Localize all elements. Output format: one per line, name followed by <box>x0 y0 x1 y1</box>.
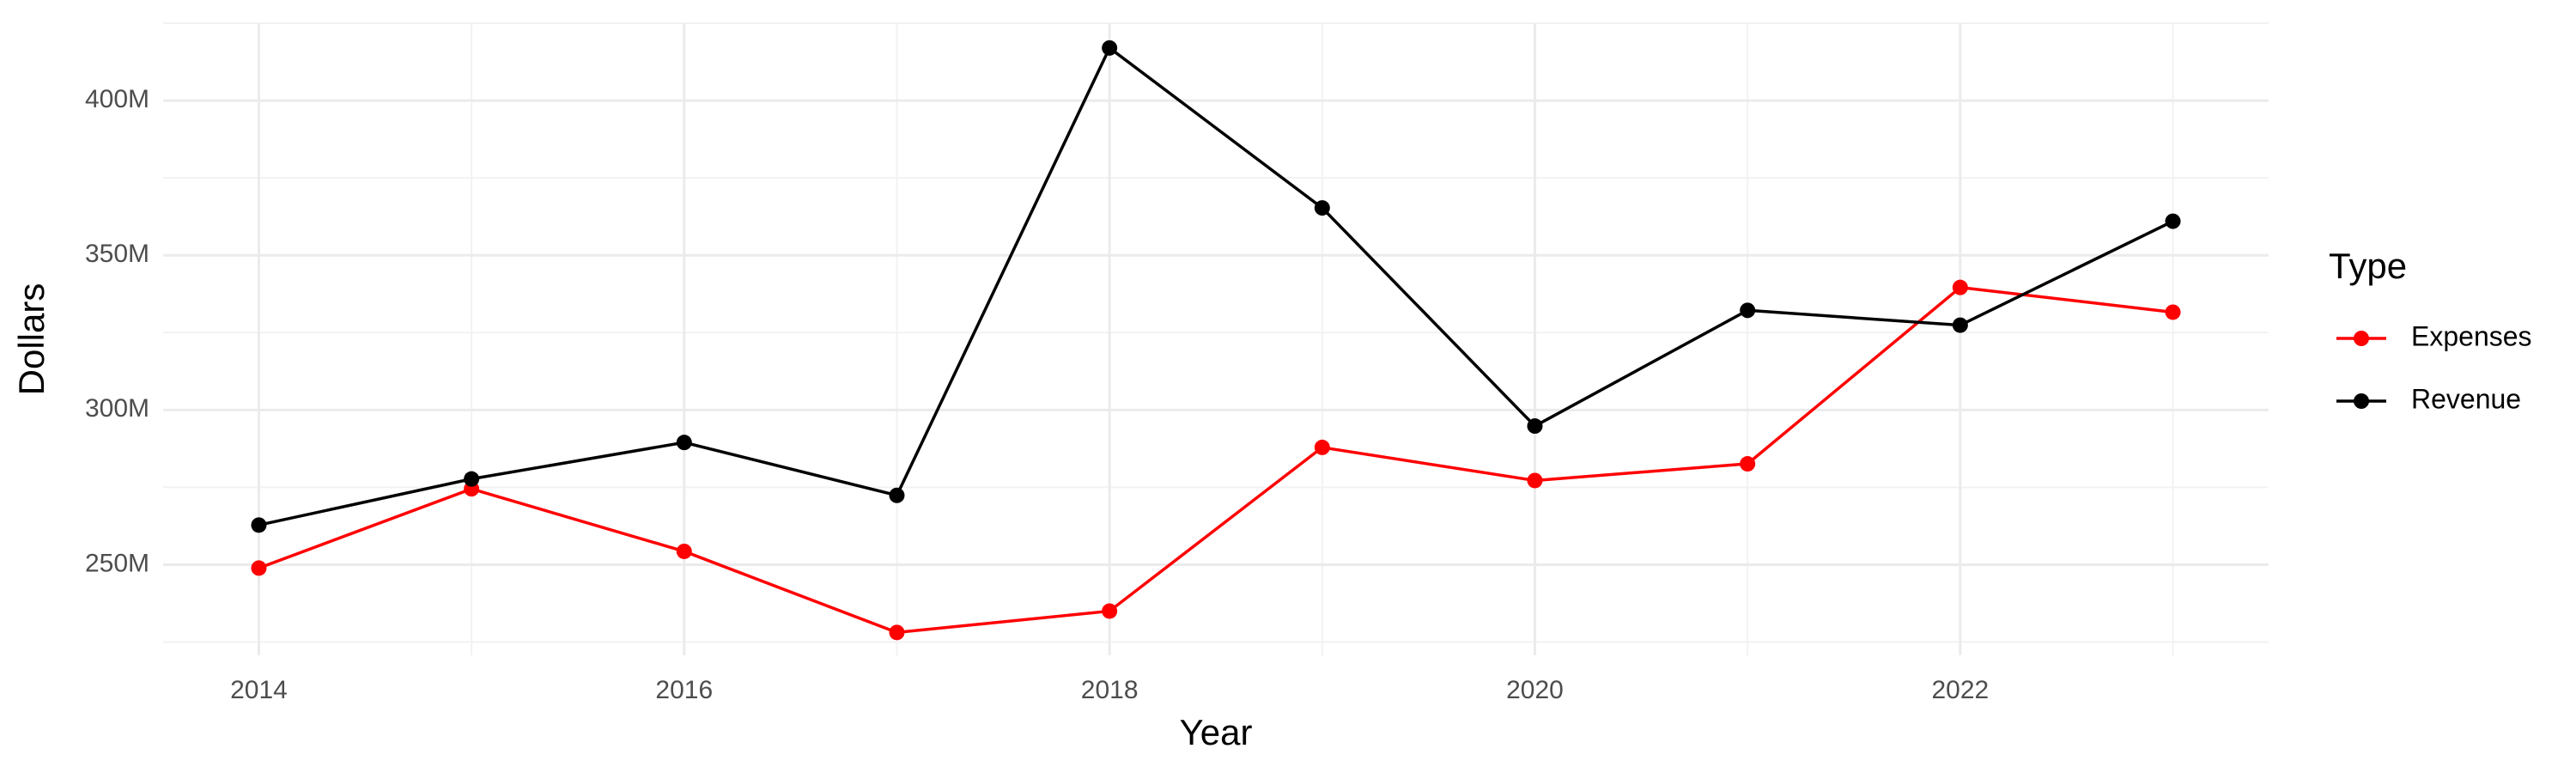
legend-label: Revenue <box>2411 383 2521 414</box>
point <box>889 487 905 503</box>
point <box>1740 302 1756 319</box>
legend-label: Expenses <box>2411 320 2532 351</box>
y-tick-label: 400M <box>85 85 149 113</box>
point <box>1102 603 1118 619</box>
point <box>1740 456 1756 472</box>
x-axis-title: Year <box>1180 712 1253 752</box>
point <box>464 471 480 487</box>
point <box>2165 304 2181 320</box>
point <box>1314 439 1330 455</box>
point <box>251 560 267 576</box>
point <box>676 543 692 559</box>
point <box>1952 317 1968 333</box>
x-tick-label: 2018 <box>1081 676 1139 704</box>
point <box>676 435 692 451</box>
y-tick-label: 350M <box>85 240 149 268</box>
point <box>251 517 267 533</box>
legend-key-point <box>2354 393 2369 409</box>
legend-title: Type <box>2329 246 2407 286</box>
point <box>1102 40 1118 56</box>
x-tick-label: 2016 <box>655 676 713 704</box>
legend-key-point <box>2354 331 2369 346</box>
point <box>1527 418 1543 435</box>
y-tick-label: 300M <box>85 394 149 423</box>
point <box>2165 213 2181 229</box>
series-line <box>258 285 2173 635</box>
point <box>1527 472 1543 489</box>
series-line <box>258 46 2174 527</box>
y-axis-title: Dollars <box>11 283 52 396</box>
point <box>1314 200 1330 216</box>
x-tick-label: 2020 <box>1506 676 1564 704</box>
x-tick-label: 2022 <box>1931 676 1989 704</box>
point <box>889 624 905 641</box>
x-tick-label: 2014 <box>230 676 288 704</box>
point <box>1952 279 1968 295</box>
y-tick-label: 250M <box>85 549 149 577</box>
